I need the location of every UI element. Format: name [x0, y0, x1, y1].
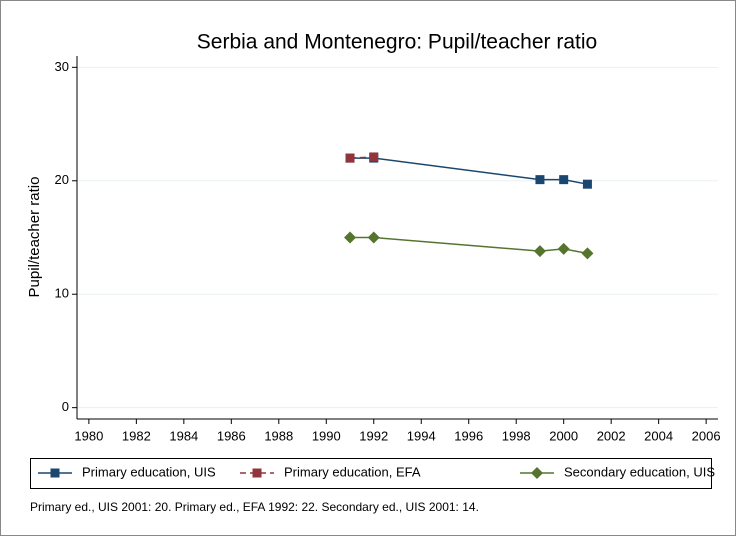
- x-tick-label: 2000: [549, 428, 578, 443]
- x-tick-label: 1980: [74, 428, 103, 443]
- marker: [344, 231, 357, 244]
- marker: [533, 245, 546, 258]
- x-tick-label: 1986: [217, 428, 246, 443]
- x-tick-label: 2006: [692, 428, 721, 443]
- x-tick-label: 1984: [169, 428, 198, 443]
- x-tick-label: 1998: [502, 428, 531, 443]
- y-axis-label: Pupil/teacher ratio: [26, 177, 43, 298]
- x-tick-label: 1982: [122, 428, 151, 443]
- y-tick-label: 0: [62, 399, 69, 414]
- note: Primary ed., UIS 2001: 20. Primary ed., …: [30, 500, 479, 514]
- x-tick-label: 1988: [264, 428, 293, 443]
- x-tick-label: 1996: [454, 428, 483, 443]
- chart-title: Serbia and Montenegro: Pupil/teacher rat…: [197, 31, 597, 54]
- marker: [557, 242, 570, 255]
- x-tick-label: 2004: [644, 428, 673, 443]
- marker: [367, 231, 380, 244]
- x-tick-label: 1992: [359, 428, 388, 443]
- y-tick-label: 10: [55, 286, 69, 301]
- marker: [581, 247, 594, 260]
- plot-area: [77, 56, 718, 419]
- marker: [369, 152, 379, 162]
- marker: [582, 179, 592, 189]
- x-tick-label: 1994: [407, 428, 436, 443]
- marker: [50, 468, 60, 478]
- marker: [535, 175, 545, 185]
- y-tick-label: 20: [55, 172, 69, 187]
- legend: [30, 458, 712, 489]
- legend-label: Secondary education, UIS: [564, 464, 715, 479]
- marker: [345, 153, 355, 163]
- x-tick-label: 2002: [597, 428, 626, 443]
- marker: [252, 468, 262, 478]
- y-tick-label: 30: [55, 59, 69, 74]
- marker: [559, 175, 569, 185]
- marker: [531, 467, 543, 479]
- legend-label: Primary education, EFA: [284, 464, 421, 479]
- x-tick-label: 1990: [312, 428, 341, 443]
- legend-label: Primary education, UIS: [82, 464, 216, 479]
